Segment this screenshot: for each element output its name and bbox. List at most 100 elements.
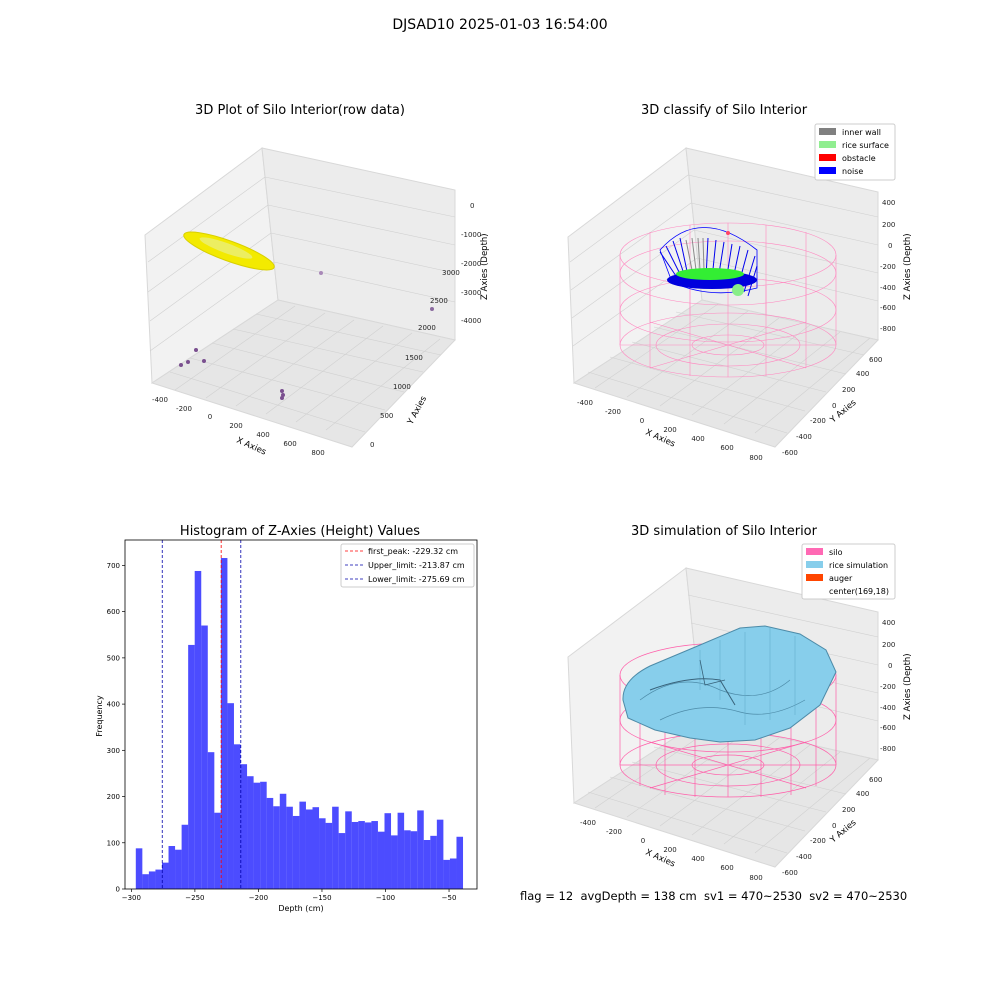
histogram-bar — [273, 806, 280, 889]
raw-zlabel: Z Axies (Depth) — [480, 233, 490, 300]
simulation-xtick: -200 — [606, 828, 622, 836]
histogram-ytick-label: 500 — [107, 654, 120, 662]
raw-ytick: 1500 — [405, 354, 423, 362]
raw-xtick: -400 — [152, 396, 168, 404]
histogram-legend: first_peak: -229.32 cm Upper_limit: -213… — [340, 543, 475, 588]
histogram-bar — [423, 840, 431, 889]
classify-xtick: 400 — [691, 435, 704, 443]
histogram-bar — [351, 821, 359, 889]
histogram-bar — [312, 807, 320, 889]
histogram-axes-frame — [124, 539, 478, 890]
legend-label: noise — [842, 167, 863, 176]
simulation-ztick: 400 — [882, 619, 895, 627]
classify-xtick: 600 — [720, 444, 733, 452]
classify-ztick: 200 — [882, 221, 895, 229]
simulation-plot-title: 3D simulation of Silo Interior — [631, 524, 817, 539]
histogram-bar — [325, 822, 333, 889]
simulation-ztick: -600 — [880, 724, 896, 732]
raw-ytick: 3000 — [442, 269, 460, 277]
raw-ztick: -3000 — [461, 289, 481, 297]
histogram-bar — [319, 818, 326, 889]
histogram-bar — [240, 764, 248, 889]
histogram-chart: −300 −250 −200 −150 −100 −50 0 100 200 300 400 500… — [95, 539, 478, 913]
simulation-rice-surface — [622, 625, 837, 743]
raw-ylabel: Y Axies — [405, 394, 429, 427]
raw-xtick: 600 — [283, 440, 296, 448]
legend-label: auger — [829, 574, 853, 583]
histogram-bar — [338, 833, 346, 889]
histogram-bar — [377, 831, 385, 889]
histogram-bar — [161, 862, 169, 889]
histogram-ytick-label: 700 — [107, 562, 120, 570]
legend-swatch — [819, 167, 836, 174]
simulation-ztick: -200 — [880, 683, 896, 691]
raw-3d-panes — [144, 147, 456, 448]
histogram-bar — [201, 625, 208, 889]
histogram-bar — [371, 821, 378, 889]
status-footer: flag = 12 avgDepth = 138 cm sv1 = 470~25… — [520, 889, 908, 903]
simulation-xtick: 800 — [749, 874, 762, 882]
raw-ztick: 0 — [470, 202, 474, 210]
histogram-bar — [292, 815, 300, 889]
legend-label: center(169,18) — [829, 587, 889, 596]
classify-plot-title: 3D classify of Silo Interior — [640, 103, 808, 118]
legend-label: rice surface — [842, 141, 889, 150]
legend-label-first-peak: first_peak: -229.32 cm — [368, 547, 458, 556]
classify-ztick: -800 — [880, 325, 896, 333]
histogram-xlabel: Depth (cm) — [278, 904, 323, 913]
raw-xtick: 800 — [311, 449, 324, 457]
simulation-ytick: 0 — [832, 822, 836, 830]
histogram-bar — [364, 822, 372, 889]
histogram-bar — [345, 811, 352, 889]
histogram-bar — [181, 824, 189, 889]
histogram-bar — [332, 806, 339, 889]
simulation-ytick: 400 — [856, 790, 869, 798]
histogram-bar — [305, 809, 313, 889]
histogram-reference-lines — [161, 540, 242, 889]
histogram-ylabel: Frequency — [95, 695, 104, 737]
raw-ytick: 2500 — [430, 297, 448, 305]
histogram-xtick-label: −250 — [185, 894, 204, 902]
histogram-bar — [397, 812, 405, 889]
histogram-bar — [233, 744, 241, 889]
histogram-bar — [168, 846, 176, 889]
classify-ytick: -400 — [796, 433, 812, 441]
classify-3d-plot: -400 -200 0 200 400 600 800 -600 -400 -2… — [567, 123, 913, 462]
simulation-xtick: -400 — [580, 819, 596, 827]
legend-swatch — [819, 154, 836, 161]
legend-label: silo — [829, 548, 843, 557]
histogram-xtick-label: −300 — [122, 894, 141, 902]
histogram-bar — [188, 644, 195, 889]
histogram-bar — [358, 821, 365, 889]
classify-ztick: -600 — [880, 304, 896, 312]
raw-ytick: 500 — [380, 412, 393, 420]
histogram-bar — [194, 570, 202, 889]
classify-point-clouds — [659, 227, 758, 297]
histogram-ytick-label: 200 — [107, 793, 120, 801]
histogram-bar — [220, 558, 228, 889]
simulation-xtick: 0 — [641, 837, 645, 845]
raw-ztick: -4000 — [461, 317, 481, 325]
raw-xtick: 400 — [256, 431, 269, 439]
classify-ztick: 0 — [888, 242, 892, 250]
legend-label: inner wall — [842, 128, 881, 137]
histogram-bar — [142, 874, 149, 889]
histogram-xtick-label: −100 — [376, 894, 395, 902]
classify-xtick: 800 — [749, 454, 762, 462]
classify-xtick: 0 — [640, 417, 644, 425]
legend-swatch — [819, 141, 836, 148]
classify-xtick: -200 — [605, 408, 621, 416]
classify-ztick: -400 — [880, 284, 896, 292]
histogram-bar — [227, 703, 234, 889]
classify-ztick: 400 — [882, 199, 895, 207]
histogram-bar — [214, 812, 221, 889]
histogram-bar — [247, 776, 254, 889]
legend-label: obstacle — [842, 154, 876, 163]
raw-ytick: 2000 — [418, 324, 436, 332]
histogram-bar — [436, 819, 444, 889]
classify-ytick: 0 — [832, 402, 836, 410]
histogram-bar — [391, 835, 398, 889]
simulation-ztick: -400 — [880, 704, 896, 712]
raw-ztick: -1000 — [461, 231, 481, 239]
raw-3d-data — [179, 231, 434, 400]
